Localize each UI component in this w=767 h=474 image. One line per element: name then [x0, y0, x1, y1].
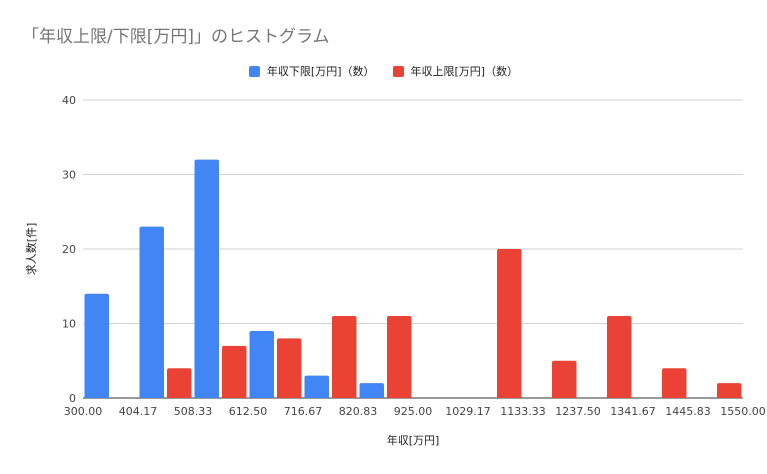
bar-upper[interactable] [387, 316, 412, 398]
legend-item-upper[interactable]: 年収上限[万円]（数） [392, 63, 519, 79]
bar-lower[interactable] [304, 375, 329, 398]
y-tick-label: 0 [69, 392, 76, 405]
bars [84, 159, 742, 398]
legend-label-lower: 年収下限[万円]（数） [266, 65, 375, 78]
x-tick-label: 404.17 [119, 405, 158, 418]
gridlines [83, 99, 743, 399]
bar-upper[interactable] [497, 249, 522, 398]
bar-upper[interactable] [167, 368, 192, 398]
bar-lower[interactable] [139, 226, 164, 398]
x-tick-label: 1341.67 [610, 405, 656, 418]
legend-label-upper: 年収上限[万円]（数） [410, 65, 519, 78]
x-tick-label: 716.67 [284, 405, 323, 418]
x-tick-label: 508.33 [174, 405, 213, 418]
bar-upper[interactable] [606, 316, 632, 398]
bar-lower[interactable] [194, 159, 219, 398]
bar-lower[interactable] [84, 293, 109, 398]
bar-lower[interactable] [249, 330, 274, 398]
bar-upper[interactable] [662, 368, 687, 398]
legend: 年収下限[万円]（数） 年収上限[万円]（数） [0, 63, 767, 79]
x-tick-label: 1550.00 [720, 405, 766, 418]
bar-upper[interactable] [717, 383, 742, 398]
legend-item-lower[interactable]: 年収下限[万円]（数） [248, 63, 375, 79]
y-tick-label: 30 [62, 169, 76, 182]
bar-lower[interactable] [359, 383, 384, 398]
x-tick-label: 925.00 [394, 405, 433, 418]
bar-upper[interactable] [222, 345, 247, 398]
y-tick-labels: 0 10 20 30 40 [62, 94, 76, 405]
chart-title: 「年収上限/下限[万円]」のヒストグラム [22, 27, 330, 47]
bar-upper[interactable] [552, 360, 577, 398]
x-tick-label: 612.50 [229, 405, 268, 418]
x-tick-label: 1237.50 [555, 405, 601, 418]
y-tick-label: 20 [62, 243, 76, 256]
x-axis-title: 年収[万円] [387, 433, 440, 447]
x-tick-label: 820.83 [339, 405, 378, 418]
x-tick-label: 1445.83 [665, 405, 711, 418]
y-tick-label: 10 [62, 318, 76, 331]
x-tick-labels: 300.00 404.17 508.33 612.50 716.67 820.83 925.… [64, 405, 766, 418]
x-tick-label: 300.00 [64, 405, 103, 418]
x-tick-label: 1029.17 [445, 405, 491, 418]
legend-swatch-upper [392, 65, 404, 77]
y-tick-label: 40 [62, 94, 76, 107]
bar-upper[interactable] [276, 338, 302, 398]
x-tick-label: 1133.33 [500, 405, 546, 418]
y-axis-title: 求人数[件] [25, 223, 38, 276]
legend-swatch-lower [248, 65, 260, 77]
bar-upper[interactable] [332, 316, 357, 398]
